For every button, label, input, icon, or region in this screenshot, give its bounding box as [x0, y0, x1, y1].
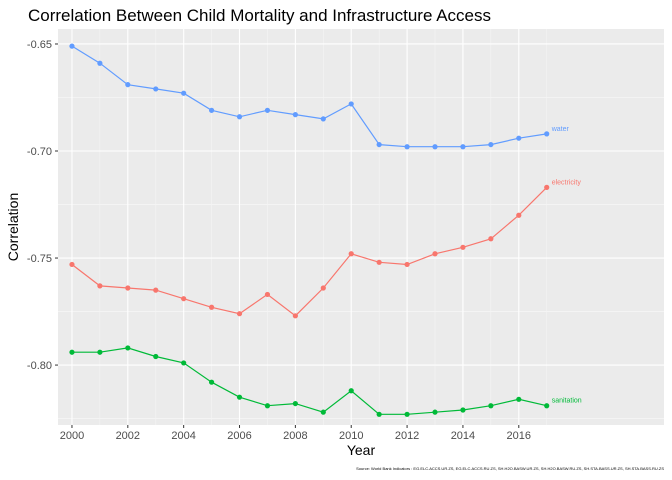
data-point-sanitation [320, 409, 326, 415]
y-tick-label: -0.80 [27, 360, 52, 372]
data-point-sanitation [488, 403, 494, 409]
y-axis-title: Correlation [5, 193, 21, 261]
series-sanitation: sanitation [69, 345, 582, 417]
x-tick-label: 2000 [60, 430, 84, 442]
data-point-sanitation [69, 349, 75, 355]
data-point-sanitation [460, 407, 466, 413]
series-line-electricity [71, 186, 548, 317]
gridlines [58, 29, 664, 425]
data-point-sanitation [153, 353, 159, 360]
y-tick-label: -0.75 [27, 253, 52, 265]
x-tick-label: 2012 [395, 430, 419, 442]
data-point-electricity [320, 285, 326, 291]
series-line-sanitation [72, 347, 547, 415]
data-point-sanitation [432, 409, 438, 415]
data-point-electricity [97, 283, 103, 289]
data-point-sanitation [236, 394, 243, 400]
x-tick-label: 2006 [227, 430, 251, 442]
data-point-electricity [208, 304, 215, 310]
data-point-sanitation [264, 403, 271, 409]
series-line-water [71, 45, 547, 148]
source-caption: Source: World Bank Indicators : EG.ELC.A… [356, 466, 664, 471]
data-point-sanitation [292, 400, 298, 407]
data-point-water [292, 112, 298, 118]
data-point-water [376, 141, 382, 148]
series-water: water [69, 43, 570, 150]
data-point-water [516, 135, 522, 141]
data-point-electricity [125, 285, 131, 291]
data-point-water [348, 101, 354, 107]
data-point-sanitation [376, 411, 382, 417]
y-axis: -0.65 -0.70 -0.75 -0.80 [27, 39, 58, 372]
data-point-water [432, 144, 438, 150]
data-point-water [97, 60, 103, 66]
y-tick-label: -0.65 [27, 39, 52, 51]
data-point-water [460, 144, 466, 150]
data-point-sanitation [516, 396, 522, 402]
data-point-electricity [264, 291, 271, 298]
x-tick-label: 2008 [283, 430, 307, 442]
data-point-electricity [69, 261, 75, 268]
x-tick-label: 2016 [507, 430, 531, 442]
data-point-water [544, 131, 550, 137]
data-point-water [69, 43, 75, 49]
data-point-sanitation [125, 345, 131, 351]
x-axis-title: Year [347, 442, 376, 458]
data-point-electricity [236, 311, 243, 317]
data-point-electricity [292, 313, 298, 319]
data-point-sanitation [348, 388, 354, 394]
data-point-water [208, 107, 215, 113]
data-point-electricity [488, 236, 494, 242]
x-tick-label: 2004 [171, 430, 195, 442]
data-point-sanitation [404, 411, 410, 417]
data-point-water [153, 86, 159, 92]
plot-panel [58, 29, 664, 425]
data-point-water [404, 144, 410, 150]
series-label-electricity: electricity [552, 179, 582, 186]
series-label-water: water [551, 126, 570, 133]
data-point-water [125, 82, 131, 88]
series-layer: water electricity sanitation [69, 43, 582, 417]
series-electricity: electricity [69, 179, 582, 319]
data-point-electricity [376, 259, 382, 265]
data-point-electricity [544, 184, 550, 190]
series-label-sanitation: sanitation [552, 398, 582, 405]
chart-title: Correlation Between Child Mortality and … [28, 6, 491, 25]
x-tick-label: 2002 [116, 430, 140, 442]
x-axis: 2000 2002 2004 2006 2008 2010 2012 2014 2016 [60, 425, 531, 442]
data-point-water [236, 114, 243, 120]
x-tick-label: 2014 [451, 430, 475, 442]
x-tick-label: 2010 [339, 430, 363, 442]
y-tick-label: -0.70 [27, 146, 52, 158]
data-point-water [320, 116, 326, 122]
data-point-electricity [153, 287, 159, 293]
data-point-water [264, 107, 271, 113]
data-point-sanitation [208, 379, 215, 385]
data-point-electricity [348, 251, 354, 257]
data-point-electricity [516, 212, 522, 218]
data-point-electricity [432, 251, 438, 257]
data-point-electricity [460, 244, 466, 250]
data-point-sanitation [97, 349, 103, 355]
data-point-electricity [404, 261, 410, 268]
data-point-water [181, 90, 187, 96]
data-point-water [488, 141, 494, 148]
data-point-sanitation [181, 360, 187, 366]
data-point-electricity [181, 296, 187, 302]
data-point-sanitation [544, 403, 550, 409]
